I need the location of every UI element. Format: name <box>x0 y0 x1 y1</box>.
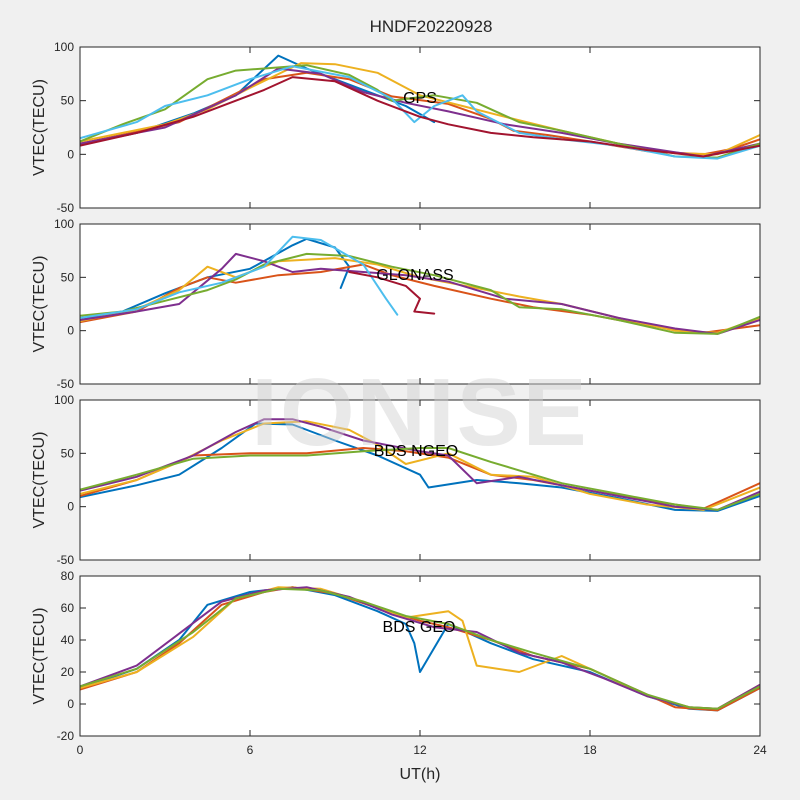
series-group <box>80 586 760 712</box>
panel-label: BDS NGEO <box>374 443 458 460</box>
figure-title: HNDF20220928 <box>370 17 493 36</box>
series-line <box>80 76 760 158</box>
y-tick-label: 50 <box>61 270 75 284</box>
panel-label: GPS <box>403 90 437 107</box>
series-group <box>80 235 760 335</box>
plot-area <box>80 47 760 208</box>
x-tick-label: 12 <box>413 743 427 757</box>
series-line <box>80 257 760 334</box>
series-line <box>80 586 760 710</box>
series-line <box>80 418 760 511</box>
plot-area <box>80 576 760 736</box>
y-tick-label: 100 <box>54 393 74 407</box>
plot-area <box>80 224 760 384</box>
y-tick-label: 0 <box>67 500 74 514</box>
y-tick-label: 50 <box>61 446 75 460</box>
panel-0: -50 0 50 100 VTEC(TECU) GPS <box>31 40 761 215</box>
panel-1: -50 0 50 100 VTEC(TECU) GLONASS <box>31 217 761 391</box>
plot-area <box>80 400 760 560</box>
panel-2: -50 0 50 100 VTEC(TECU) BDS NGEO <box>31 393 761 567</box>
x-tick-label: 6 <box>247 743 254 757</box>
x-tick-label: 18 <box>583 743 597 757</box>
series-line <box>80 252 760 335</box>
series-line <box>80 67 760 158</box>
x-axis-label: UT(h) <box>400 766 441 783</box>
y-tick-label: -50 <box>57 201 75 215</box>
y-tick-label: 50 <box>61 94 75 108</box>
x-tick-label: 24 <box>753 743 767 757</box>
panel-label: GLONASS <box>376 267 453 284</box>
panels: -50 0 50 100 VTEC(TECU) GPS -50 0 50 100 VTEC(TECU… <box>31 40 767 757</box>
ionise-watermark: IONISE <box>251 359 588 466</box>
y-tick-label: -50 <box>57 377 75 391</box>
series-line <box>80 237 351 321</box>
panel-label: BDS GEO <box>383 619 456 636</box>
y-tick-label: 20 <box>61 665 75 679</box>
y-tick-label: -50 <box>57 553 75 567</box>
series-group <box>80 54 760 160</box>
y-tick-label: 100 <box>54 40 74 54</box>
series-line <box>80 252 760 335</box>
y-tick-label: 0 <box>67 697 74 711</box>
y-tick-label: 60 <box>61 601 75 615</box>
x-tick-label: 0 <box>77 743 84 757</box>
y-tick-label: -20 <box>57 729 75 743</box>
y-tick-label: 100 <box>54 217 74 231</box>
y-tick-label: 80 <box>61 569 75 583</box>
series-line <box>348 271 436 315</box>
y-axis-label: VTEC(TECU) <box>31 608 48 705</box>
y-axis-label: VTEC(TECU) <box>31 432 48 529</box>
y-axis-label: VTEC(TECU) <box>31 256 48 353</box>
series-line <box>80 235 399 319</box>
y-tick-label: 0 <box>67 147 74 161</box>
y-tick-label: 40 <box>61 633 75 647</box>
series-line <box>80 587 760 710</box>
y-tick-label: 0 <box>67 324 74 338</box>
series-line <box>80 447 760 511</box>
y-axis-label: VTEC(TECU) <box>31 79 48 176</box>
series-group <box>80 418 760 512</box>
